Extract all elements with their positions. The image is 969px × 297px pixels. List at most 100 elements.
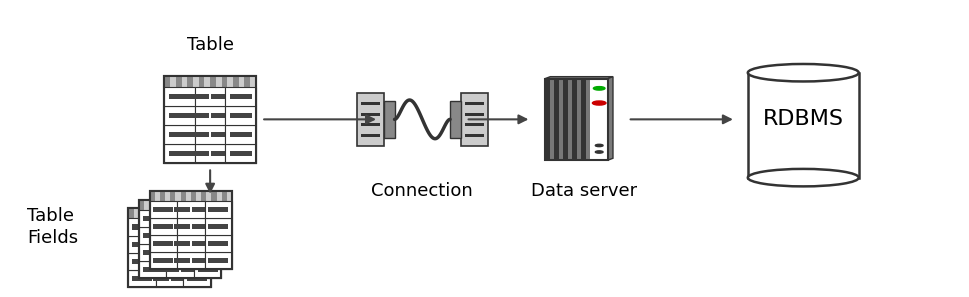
Text: Connection: Connection (371, 182, 473, 200)
Ellipse shape (747, 64, 858, 81)
Bar (211, 132, 229, 137)
Bar (360, 134, 379, 137)
Circle shape (595, 151, 603, 153)
Bar (128, 208, 134, 219)
Bar (545, 78, 608, 160)
Bar (149, 218, 177, 235)
Bar (142, 250, 163, 255)
Bar (199, 76, 204, 87)
Bar (545, 78, 590, 160)
Bar (165, 208, 170, 219)
Bar (222, 191, 227, 201)
Bar (180, 200, 185, 210)
Bar (128, 253, 156, 270)
Bar (194, 210, 221, 227)
Bar (747, 73, 858, 178)
Bar (238, 76, 244, 87)
Bar (384, 101, 394, 138)
Bar (143, 208, 149, 219)
Bar (590, 78, 608, 160)
Bar (167, 244, 194, 261)
Bar (205, 200, 211, 210)
Bar (128, 236, 156, 253)
Bar (183, 253, 210, 270)
Bar (132, 276, 152, 281)
Ellipse shape (747, 169, 858, 187)
Bar (464, 134, 484, 137)
Bar (160, 191, 165, 201)
Bar (169, 113, 190, 119)
Bar (198, 267, 217, 272)
Bar (192, 207, 207, 212)
Bar (191, 113, 208, 118)
Bar (164, 76, 170, 87)
Bar (128, 219, 156, 236)
Bar (183, 219, 210, 236)
Bar (134, 208, 139, 219)
Bar (187, 241, 206, 247)
Bar (225, 87, 256, 106)
Bar (193, 76, 199, 87)
Bar (170, 76, 175, 87)
Bar (163, 233, 179, 238)
Bar (163, 250, 179, 255)
Bar (139, 208, 143, 219)
Bar (181, 233, 197, 238)
Bar (577, 78, 580, 160)
Bar (181, 76, 187, 87)
Bar (128, 208, 210, 287)
Bar (196, 200, 201, 210)
Bar (167, 210, 194, 227)
Bar (173, 207, 190, 212)
Bar (230, 151, 251, 157)
Bar (165, 200, 170, 210)
Bar (196, 191, 201, 201)
Bar (195, 208, 201, 219)
Bar (149, 200, 154, 210)
Bar (187, 259, 206, 264)
Bar (153, 207, 173, 212)
Bar (175, 191, 180, 201)
Bar (174, 200, 180, 210)
Bar (464, 113, 484, 116)
Bar (208, 241, 228, 246)
Bar (230, 132, 251, 138)
Bar (164, 87, 195, 106)
Bar (357, 93, 384, 146)
Bar (195, 125, 225, 144)
Bar (221, 76, 227, 87)
Bar (192, 241, 207, 246)
Bar (250, 76, 256, 87)
Bar (201, 208, 205, 219)
Bar (170, 200, 174, 210)
Bar (210, 76, 216, 87)
Circle shape (593, 87, 605, 90)
Bar (187, 225, 206, 230)
Bar (190, 208, 195, 219)
Polygon shape (545, 77, 612, 78)
Bar (173, 258, 190, 263)
Bar (225, 125, 256, 144)
Bar (216, 191, 222, 201)
Bar (205, 208, 210, 219)
Bar (204, 252, 232, 269)
Bar (174, 208, 179, 219)
Bar (171, 242, 186, 247)
Bar (181, 250, 197, 255)
Bar (149, 191, 155, 201)
Bar (175, 76, 181, 87)
Bar (164, 106, 195, 125)
Bar (177, 201, 204, 218)
Bar (208, 258, 228, 263)
Bar (194, 244, 221, 261)
Text: Table: Table (186, 36, 234, 54)
Bar (198, 216, 217, 221)
Circle shape (592, 101, 606, 105)
Bar (211, 94, 229, 99)
Bar (167, 227, 194, 244)
Circle shape (595, 144, 603, 147)
Bar (139, 227, 167, 244)
Bar (187, 76, 193, 87)
Bar (165, 191, 170, 201)
Bar (149, 191, 232, 269)
